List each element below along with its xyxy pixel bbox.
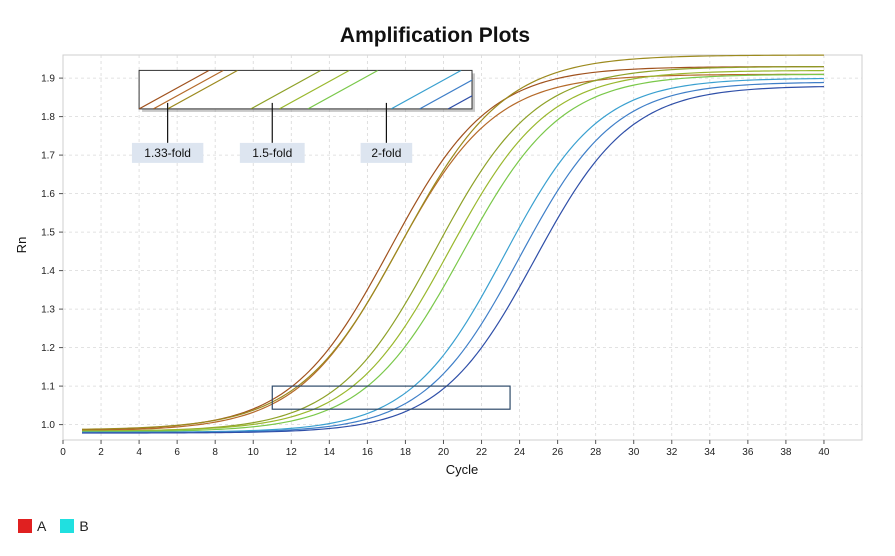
- x-tick-label: 20: [438, 447, 450, 458]
- x-tick-label: 16: [362, 447, 374, 458]
- inset-curve-5: [279, 70, 350, 109]
- x-tick-label: 22: [476, 447, 488, 458]
- y-axis-label: Rn: [14, 237, 29, 254]
- y-tick-label: 1.5: [41, 228, 55, 239]
- y-tick-label: 1.8: [41, 112, 55, 123]
- inset-curves: [139, 70, 473, 109]
- inset-curve-7: [390, 70, 462, 109]
- fold-label-bg: [131, 142, 204, 163]
- amplification-curve-6: [82, 73, 824, 433]
- legend-swatch-b: [60, 519, 75, 533]
- amplification-curve-5: [82, 69, 824, 432]
- x-tick-label: 26: [552, 447, 564, 458]
- fold-label: 1.33-fold: [144, 146, 191, 160]
- x-tick-label: 18: [400, 447, 412, 458]
- x-axis-label: Cycle: [446, 462, 479, 477]
- fold-label-bg: [360, 142, 413, 163]
- amplification-curve-9: [82, 85, 824, 434]
- x-tick-label: 40: [818, 447, 830, 458]
- x-tick-label: 36: [742, 447, 754, 458]
- x-tick-label: 2: [98, 447, 104, 458]
- inset-curve-9: [447, 95, 473, 109]
- y-tick-label: 1.9: [41, 74, 55, 85]
- legend-label-b: B: [79, 518, 89, 534]
- amplification-curve-3: [82, 54, 824, 430]
- y-tick-label: 1.6: [41, 189, 55, 200]
- x-tick-label: 34: [704, 447, 716, 458]
- amplification-curve-2: [82, 73, 824, 432]
- inset-curve-8: [419, 79, 473, 109]
- legend-item-a: A: [18, 518, 46, 534]
- y-tick-label: 1.7: [41, 151, 55, 162]
- y-tick-label: 1.0: [41, 420, 55, 431]
- y-tick-label: 1.3: [41, 305, 55, 316]
- x-tick-label: 28: [590, 447, 602, 458]
- x-tick-label: 8: [212, 447, 218, 458]
- inset-curve-4: [250, 70, 322, 109]
- inset-curve-2: [153, 70, 224, 109]
- legend-label-a: A: [37, 518, 47, 534]
- chart-title: Amplification Plots: [340, 24, 530, 47]
- x-tick-label: 10: [248, 447, 260, 458]
- y-tick-label: 1.1: [41, 382, 55, 393]
- x-tick-label: 38: [780, 447, 792, 458]
- x-tick-label: 0: [60, 447, 66, 458]
- legend-item-b: B: [60, 518, 89, 534]
- fold-label: 2-fold: [371, 146, 401, 160]
- x-tick-label: 4: [136, 447, 142, 458]
- inset-zoom-box: [138, 69, 473, 110]
- x-tick-label: 24: [514, 447, 526, 458]
- x-tick-label: 14: [324, 447, 336, 458]
- y-tick-label: 1.4: [41, 266, 55, 277]
- legend-swatch-a: [18, 519, 32, 533]
- legend: A B: [18, 518, 95, 534]
- fold-label-bg: [239, 142, 305, 163]
- inset-curve-6: [307, 70, 379, 109]
- fold-label: 1.5-fold: [252, 146, 292, 160]
- y-tick-label: 1.2: [41, 343, 55, 354]
- plot-area: [62, 54, 863, 441]
- x-tick-label: 32: [666, 447, 678, 458]
- inset-curve-3: [167, 70, 238, 109]
- x-tick-label: 12: [286, 447, 298, 458]
- threshold-highlight-box: [271, 385, 511, 410]
- x-tick-label: 30: [628, 447, 640, 458]
- x-tick-label: 6: [174, 447, 180, 458]
- inset-curve-1: [139, 70, 210, 109]
